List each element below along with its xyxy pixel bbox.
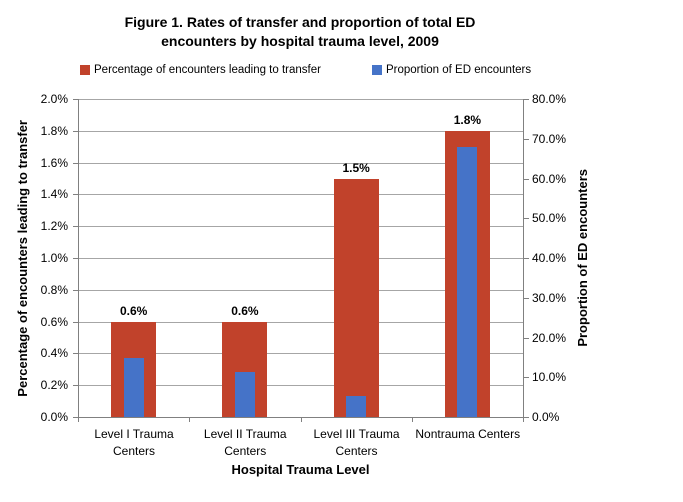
left-axis-tick-label: 1.0% [40, 251, 68, 265]
legend-label-transfer: Percentage of encounters leading to tran… [94, 64, 321, 76]
gridline [78, 353, 523, 355]
legend-swatch-red [80, 65, 90, 75]
right-axis-tick-label: 10.0% [532, 370, 567, 385]
gridline [78, 321, 523, 323]
left-axis-tick-label: 0.0% [40, 410, 68, 424]
left-axis-tick-label: 1.2% [40, 219, 68, 234]
left-axis-tick-mark [73, 226, 78, 228]
left-axis-tick-label: 1.6% [40, 155, 68, 170]
right-axis-tick-label: 40.0% [532, 251, 567, 265]
left-axis-tick-label: 1.4% [40, 187, 68, 202]
bar-transfer [333, 178, 379, 417]
right-axis-tick-label: 0.0% [532, 410, 560, 424]
left-axis-tick-mark [73, 321, 78, 323]
right-axis-tick-mark [524, 99, 529, 100]
right-axis-tick-label: 60.0% [532, 171, 567, 186]
right-axis-tick-mark [524, 297, 529, 299]
x-axis-tick-mark [189, 418, 191, 422]
bar-data-label: 0.6% [119, 303, 148, 318]
x-axis-tick-mark [411, 418, 413, 422]
left-axis-tick-mark [73, 417, 78, 418]
right-axis-tick-mark [524, 417, 529, 418]
plot-area: 0.6% 0.6% 1.5% 1.8% [78, 99, 523, 417]
right-axis-tick-label: 30.0% [532, 290, 567, 305]
x-axis-tick-mark [300, 418, 302, 422]
gridline [78, 162, 523, 164]
bar-proportion [123, 358, 144, 417]
right-axis-tick-label: 50.0% [532, 211, 567, 226]
left-axis-tick-mark [73, 385, 78, 387]
chart-title-line2: encounters by hospital trauma level, 200… [161, 33, 439, 49]
x-category-label: Nontrauma Centers [415, 427, 521, 441]
x-category-label: Level I Trauma Centers [94, 427, 174, 458]
bar-proportion [234, 371, 255, 417]
left-axis-tick-mark [73, 353, 78, 355]
x-category-label: Level III Trauma Centers [313, 427, 400, 458]
gridline [78, 194, 523, 196]
left-axis-line [78, 99, 79, 418]
gridline [78, 385, 523, 387]
bar-proportion [457, 147, 478, 417]
right-axis-tick-label: 70.0% [532, 131, 567, 146]
left-axis-tick-label: 1.8% [40, 123, 68, 138]
x-axis-title: Hospital Trauma Level [231, 462, 370, 477]
left-axis-tick-label: 0.8% [40, 282, 68, 297]
chart-title: Figure 1. Rates of transfer and proporti… [0, 13, 600, 51]
gridline [78, 130, 523, 132]
legend-item-proportion: Proportion of ED encounters [372, 64, 531, 76]
bar-data-label: 1.8% [453, 112, 482, 127]
x-category-label: Level II Trauma Centers [203, 427, 287, 458]
bar-proportion [346, 396, 367, 417]
left-axis-tick-label: 2.0% [40, 92, 68, 106]
left-axis-tick-label: 0.2% [40, 378, 68, 393]
gridline [78, 289, 523, 291]
right-axis-tick-mark [524, 218, 529, 220]
bar-data-label: 0.6% [231, 303, 259, 318]
legend-item-transfer: Percentage of encounters leading to tran… [80, 64, 321, 76]
right-axis-tick-label: 80.0% [532, 92, 567, 106]
gridline [78, 99, 523, 100]
right-axis-tick-mark [524, 337, 529, 339]
right-axis-line [523, 99, 524, 418]
left-axis-tick-mark [73, 99, 78, 100]
left-axis-tick-mark [73, 258, 78, 259]
right-axis-tick-mark [524, 377, 529, 379]
left-axis-tick-mark [73, 289, 78, 291]
x-axis-line [78, 417, 524, 418]
right-axis-tick-label: 20.0% [532, 330, 567, 345]
left-axis-tick-label: 0.4% [40, 346, 68, 361]
legend-label-proportion: Proportion of ED encounters [386, 64, 532, 76]
legend-swatch-blue [372, 65, 382, 75]
left-axis-tick-label: 0.6% [40, 314, 68, 329]
left-axis-tick-mark [73, 162, 78, 164]
gridline [78, 258, 523, 259]
x-axis-tick-mark [78, 418, 79, 422]
right-axis-tick-mark [524, 258, 529, 259]
x-axis-tick-mark [523, 418, 524, 422]
left-axis-tick-mark [73, 130, 78, 132]
chart-title-line1: Figure 1. Rates of transfer and proporti… [124, 14, 476, 30]
right-axis-tick-mark [524, 178, 529, 180]
left-axis-tick-mark [73, 194, 78, 196]
bar-data-label: 1.5% [342, 160, 370, 175]
right-axis-tick-mark [524, 138, 529, 140]
gridline [78, 226, 523, 228]
